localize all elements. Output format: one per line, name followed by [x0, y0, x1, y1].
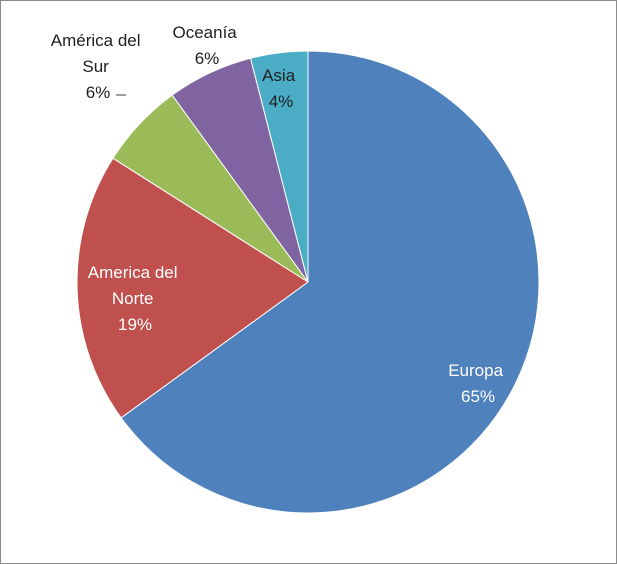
- pie-slice-america-del-norte: [76, 157, 309, 419]
- pie-slices: [76, 50, 540, 514]
- pie-slice-europa: [120, 50, 540, 514]
- slice-label-asia: Asia 4%: [262, 66, 300, 111]
- slice-label-europa: Europa 65%: [448, 361, 508, 406]
- slice-label-oceania: Oceanía 6%: [173, 23, 242, 68]
- pie-labels: Europa 65% America del Norte 19% América…: [51, 23, 508, 406]
- slice-label-america-del-norte: America del Norte 19%: [88, 263, 183, 334]
- pie-slice-asia: [249, 50, 309, 283]
- slice-label-america-del-sur: América del Sur 6%: [51, 31, 146, 102]
